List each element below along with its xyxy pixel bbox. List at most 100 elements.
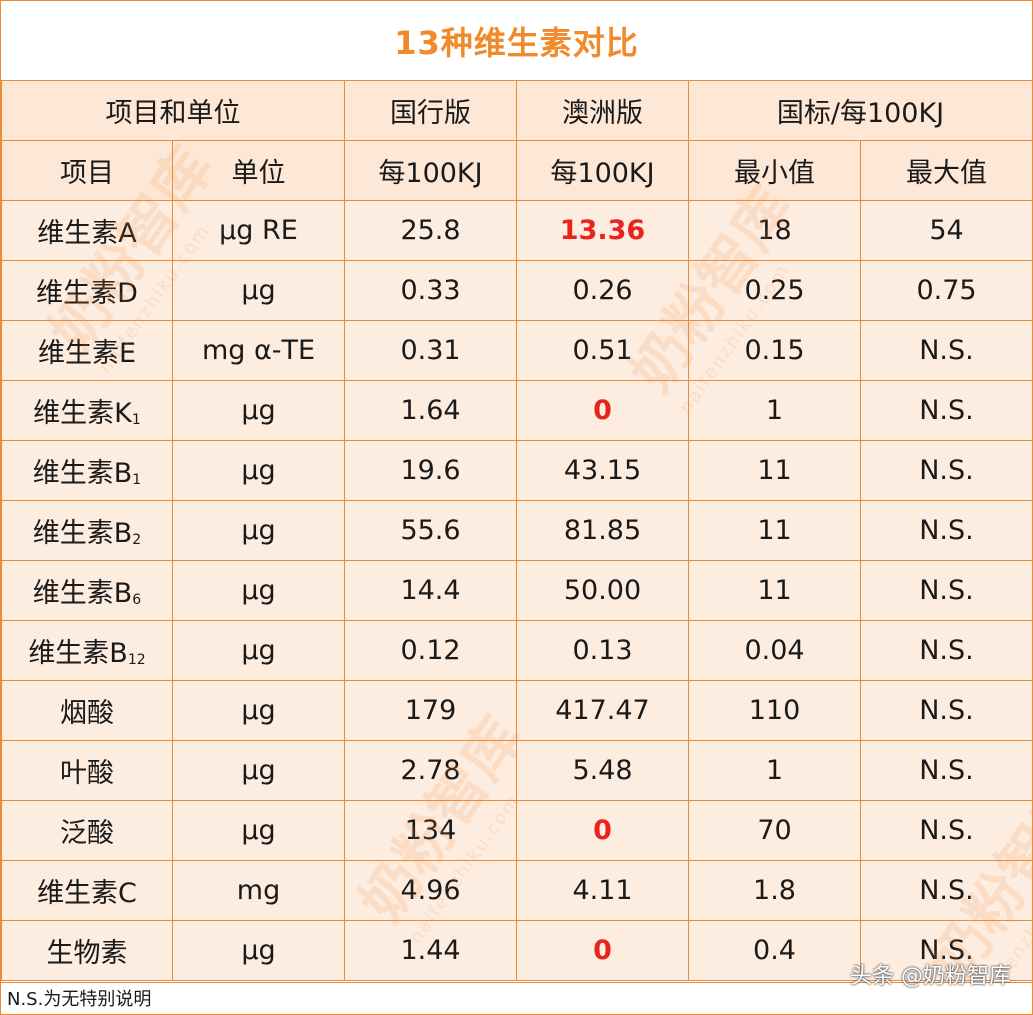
guohang-value: 14.4 <box>344 560 517 621</box>
unit-cell: μg <box>172 440 345 501</box>
header-item: 项目 <box>1 140 173 201</box>
table-row: 叶酸 μg 2.78 5.48 1 N.S. <box>1 740 1033 801</box>
max-value: 0.75 <box>860 260 1033 321</box>
aozhou-value: 0.26 <box>516 260 689 321</box>
table-row: 维生素B6 μg 14.4 50.00 11 N.S. <box>1 560 1033 621</box>
unit-cell: μg RE <box>172 200 345 261</box>
vitamin-name: 维生素E <box>1 320 173 381</box>
guohang-value: 0.12 <box>344 620 517 681</box>
max-value: N.S. <box>860 380 1033 441</box>
vitamin-name: 维生素B2 <box>1 500 173 561</box>
max-value: N.S. <box>860 560 1033 621</box>
aozhou-value: 0.51 <box>516 320 689 381</box>
min-value: 1 <box>688 380 861 441</box>
header-guobiao: 国标/每100KJ <box>688 80 1033 141</box>
unit-cell: μg <box>172 260 345 321</box>
header-unit: 单位 <box>172 140 345 201</box>
unit-cell: μg <box>172 620 345 681</box>
unit-cell: μg <box>172 500 345 561</box>
header-per100-aozhou: 每100KJ <box>516 140 689 201</box>
unit-cell: mg <box>172 860 345 921</box>
guohang-value: 2.78 <box>344 740 517 801</box>
aozhou-value: 0 <box>516 380 689 441</box>
vitamin-name: 叶酸 <box>1 740 173 801</box>
min-value: 18 <box>688 200 861 261</box>
vitamin-name: 泛酸 <box>1 800 173 861</box>
min-value: 11 <box>688 560 861 621</box>
guohang-value: 179 <box>344 680 517 741</box>
header-per100-guohang: 每100KJ <box>344 140 517 201</box>
guohang-value: 134 <box>344 800 517 861</box>
aozhou-value: 43.15 <box>516 440 689 501</box>
aozhou-value: 5.48 <box>516 740 689 801</box>
max-value: N.S. <box>860 920 1033 981</box>
aozhou-value: 417.47 <box>516 680 689 741</box>
guohang-value: 0.31 <box>344 320 517 381</box>
header-min: 最小值 <box>688 140 861 201</box>
min-value: 11 <box>688 440 861 501</box>
guohang-value: 55.6 <box>344 500 517 561</box>
table-row: 维生素B1 μg 19.6 43.15 11 N.S. <box>1 440 1033 501</box>
vitamin-name: 维生素K1 <box>1 380 173 441</box>
header-guohang: 国行版 <box>344 80 517 141</box>
table-row: 泛酸 μg 134 0 70 N.S. <box>1 800 1033 861</box>
vitamin-comparison-table: 项目和单位 国行版 澳洲版 国标/每100KJ 项目 单位 每100KJ 每10… <box>1 80 1033 981</box>
vitamin-name: 维生素B1 <box>1 440 173 501</box>
vitamin-name: 维生素A <box>1 200 173 261</box>
max-value: N.S. <box>860 680 1033 741</box>
unit-cell: μg <box>172 800 345 861</box>
table-row: 维生素E mg α-TE 0.31 0.51 0.15 N.S. <box>1 320 1033 381</box>
min-value: 110 <box>688 680 861 741</box>
guohang-value: 4.96 <box>344 860 517 921</box>
aozhou-value: 81.85 <box>516 500 689 561</box>
max-value: N.S. <box>860 320 1033 381</box>
max-value: N.S. <box>860 500 1033 561</box>
guohang-value: 19.6 <box>344 440 517 501</box>
header-item-unit: 项目和单位 <box>1 80 345 141</box>
vitamin-name: 维生素B12 <box>1 620 173 681</box>
table-row: 维生素C mg 4.96 4.11 1.8 N.S. <box>1 860 1033 921</box>
min-value: 11 <box>688 500 861 561</box>
vitamin-name: 维生素B6 <box>1 560 173 621</box>
unit-cell: μg <box>172 680 345 741</box>
aozhou-value: 0.13 <box>516 620 689 681</box>
max-value: N.S. <box>860 440 1033 501</box>
header-row-group: 项目和单位 国行版 澳洲版 国标/每100KJ <box>1 80 1033 141</box>
min-value: 0.4 <box>688 920 861 981</box>
max-value: N.S. <box>860 740 1033 801</box>
table-row: 维生素B12 μg 0.12 0.13 0.04 N.S. <box>1 620 1033 681</box>
header-row-sub: 项目 单位 每100KJ 每100KJ 最小值 最大值 <box>1 140 1033 201</box>
table-row: 维生素K1 μg 1.64 0 1 N.S. <box>1 380 1033 441</box>
min-value: 0.15 <box>688 320 861 381</box>
max-value: 54 <box>860 200 1033 261</box>
guohang-value: 1.64 <box>344 380 517 441</box>
unit-cell: μg <box>172 920 345 981</box>
min-value: 0.25 <box>688 260 861 321</box>
min-value: 1.8 <box>688 860 861 921</box>
table-row: 维生素B2 μg 55.6 81.85 11 N.S. <box>1 500 1033 561</box>
guohang-value: 1.44 <box>344 920 517 981</box>
guohang-value: 25.8 <box>344 200 517 261</box>
guohang-value: 0.33 <box>344 260 517 321</box>
table-row: 烟酸 μg 179 417.47 110 N.S. <box>1 680 1033 741</box>
min-value: 1 <box>688 740 861 801</box>
vitamin-name: 维生素C <box>1 860 173 921</box>
unit-cell: mg α-TE <box>172 320 345 381</box>
aozhou-value: 0 <box>516 920 689 981</box>
source-attribution: 头条 @奶粉智库 <box>850 964 1011 989</box>
table-row: 维生素D μg 0.33 0.26 0.25 0.75 <box>1 260 1033 321</box>
aozhou-value: 13.36 <box>516 200 689 261</box>
min-value: 70 <box>688 800 861 861</box>
unit-cell: μg <box>172 560 345 621</box>
min-value: 0.04 <box>688 620 861 681</box>
unit-cell: μg <box>172 380 345 441</box>
unit-cell: μg <box>172 740 345 801</box>
table-title: 13种维生素对比 <box>1 1 1032 81</box>
table-row: 维生素A μg RE 25.8 13.36 18 54 <box>1 200 1033 261</box>
vitamin-name: 生物素 <box>1 920 173 981</box>
aozhou-value: 4.11 <box>516 860 689 921</box>
max-value: N.S. <box>860 620 1033 681</box>
footnote: N.S.为无特别说明 <box>1 982 1032 1013</box>
aozhou-value: 0 <box>516 800 689 861</box>
vitamin-name: 维生素D <box>1 260 173 321</box>
